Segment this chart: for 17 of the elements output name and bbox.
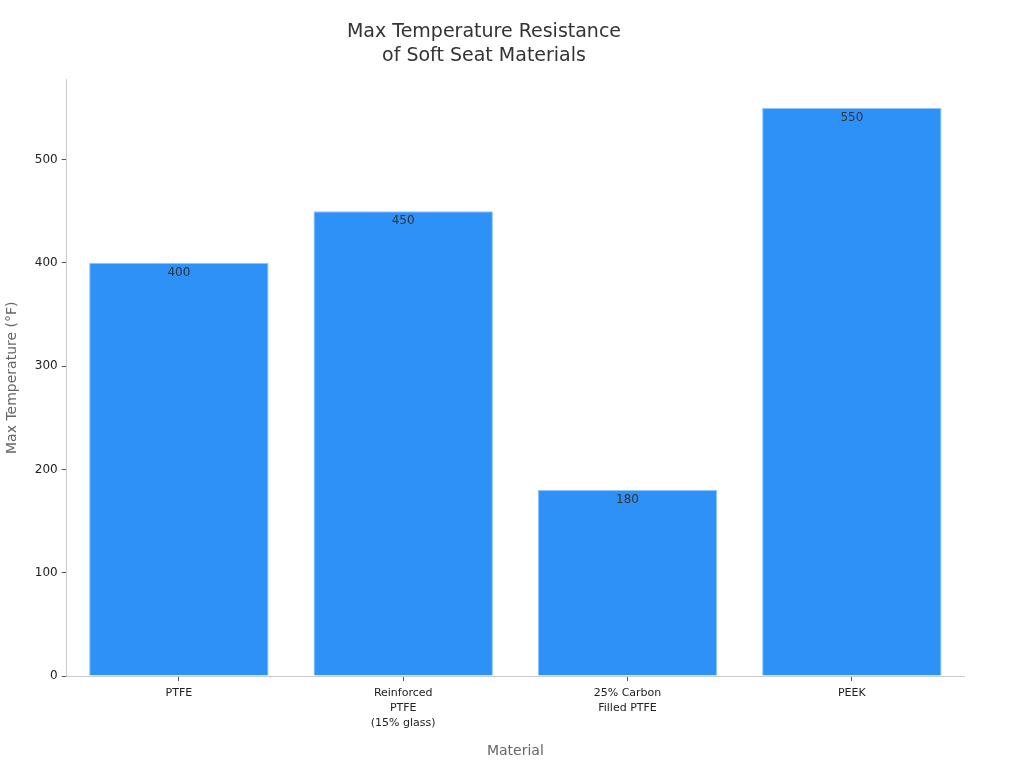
y-tick-label: 100	[34, 564, 58, 579]
y-tick-label: 500	[34, 151, 58, 166]
y-axis-title: Max Temperature (°F)	[3, 301, 20, 455]
data-label: 550	[840, 110, 864, 125]
x-tick-label: Reinforced PTFE (15% glass)	[370, 685, 436, 730]
x-tick-label: 25% Carbon Filled PTFE	[593, 685, 662, 714]
y-tick-label: 0	[50, 668, 58, 683]
data-label: 400	[167, 264, 191, 279]
x-axis-title: Material	[486, 742, 544, 759]
x-tick-label: PEEK	[837, 685, 867, 699]
chart-title: Max Temperature Resistance of Soft Seat Materials	[346, 18, 622, 65]
data-label: 180	[616, 492, 639, 507]
x-tick-label: PTFE	[165, 685, 193, 699]
y-tick-label: 400	[34, 254, 58, 269]
y-tick-label: 200	[34, 461, 58, 476]
y-tick-label: 300	[34, 358, 58, 373]
data-label: 450	[391, 213, 415, 228]
